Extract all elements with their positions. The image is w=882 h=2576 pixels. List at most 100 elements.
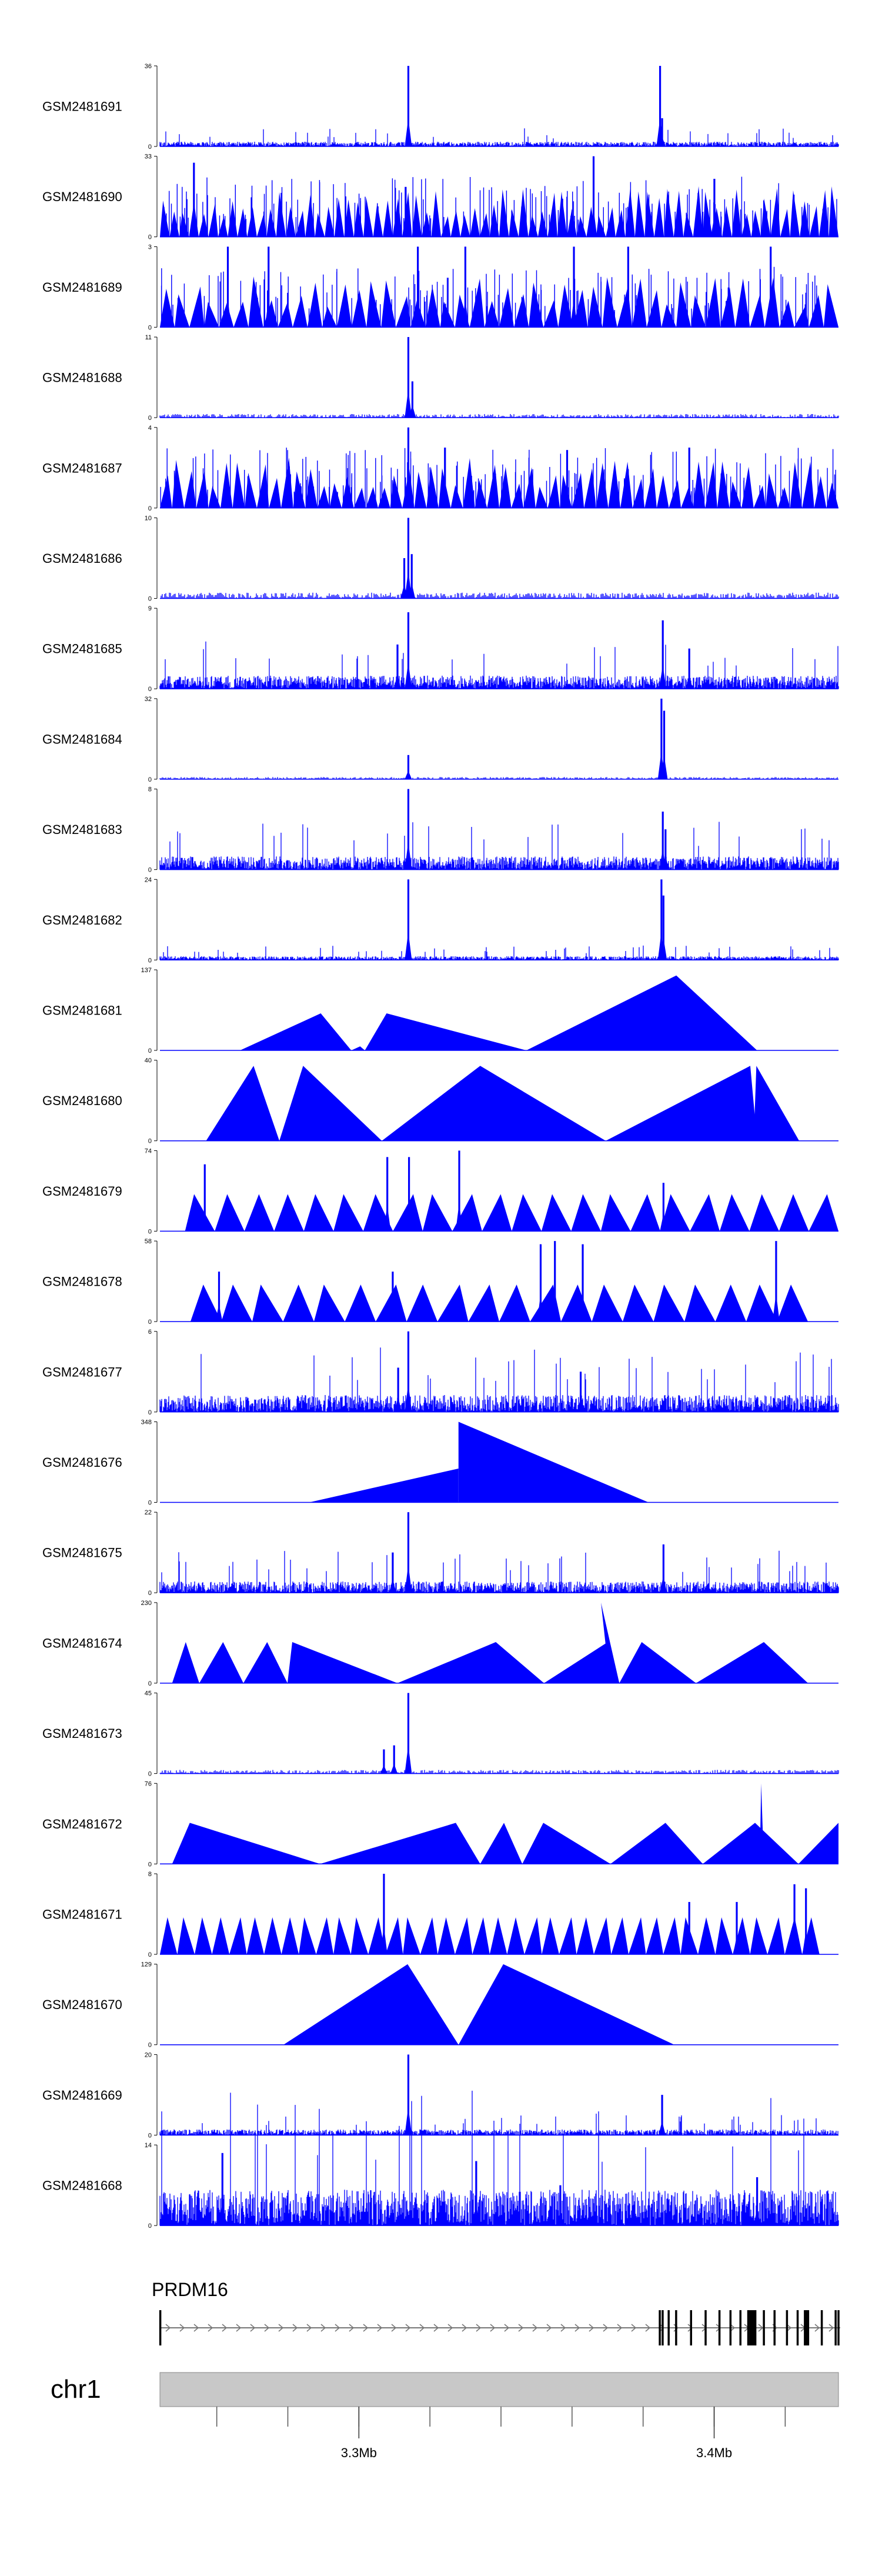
signal-triangle (541, 1194, 572, 1232)
signal-peak (661, 2094, 663, 2135)
signal-triangle (437, 1917, 455, 1954)
signal-triangle (576, 216, 587, 237)
signal-triangle (325, 206, 335, 237)
signal-peak (662, 1544, 664, 1593)
signal-peak (410, 554, 413, 599)
signal-triangle (185, 1194, 215, 1232)
signal-peak-base (395, 1396, 402, 1412)
signal-triangle (299, 1917, 316, 1954)
signal-peak (660, 698, 663, 779)
track-label: GSM2481674 (42, 1636, 122, 1650)
genomic-axis-ticks: 3.3Mb 3.4Mb (216, 2407, 786, 2460)
signal-noise (159, 2113, 838, 2135)
track-GSM2481684: GSM2481684 32 0 (42, 696, 838, 783)
signal-triangle (676, 282, 691, 328)
signal-triangle (252, 1284, 283, 1322)
signal-triangle (719, 1194, 750, 1232)
y-min-label: 0 (148, 1951, 152, 1958)
signal-triangle (606, 1066, 757, 1141)
track-label: GSM2481676 (42, 1455, 122, 1470)
strand-arrow-icon (405, 2324, 411, 2332)
signal-triangle (703, 1823, 799, 1864)
track-label: GSM2481671 (42, 1907, 122, 1922)
strand-arrow-icon (560, 2324, 566, 2332)
signal (160, 1964, 838, 2046)
track-label: GSM2481677 (42, 1364, 122, 1379)
signal-triangle (320, 1823, 480, 1864)
signal-triangle (808, 1194, 838, 1232)
signal-triangle (611, 1917, 629, 1954)
signal-triangle (542, 1917, 559, 1954)
signal-peak (660, 879, 663, 960)
exon (690, 2310, 693, 2345)
signal-triangle (184, 471, 196, 508)
signal-triangle (499, 1284, 530, 1322)
y-min-label: 0 (148, 2042, 152, 2049)
signal-triangle (571, 1194, 601, 1232)
signal-peak-base (265, 299, 272, 328)
signal-peak-base (660, 1576, 667, 1593)
signal-triangle (619, 1642, 696, 1683)
signal-peak (566, 450, 569, 508)
signal-peak-base (405, 479, 412, 508)
strand-arrow-icon (363, 2324, 369, 2332)
track-GSM2481687: GSM2481687 4 0 (42, 425, 838, 512)
signal-triangle (814, 476, 827, 508)
signal-triangle (198, 213, 209, 237)
signal-triangle (333, 1917, 351, 1954)
signal-triangle (403, 1917, 420, 1954)
track-GSM2481685: GSM2481685 9 0 (42, 605, 839, 693)
signal-peak-base (405, 1745, 412, 1774)
signal-triangle (243, 1642, 288, 1683)
signal-triangle (283, 1964, 459, 2045)
exon (729, 2310, 732, 2345)
signal-peak-base (219, 2200, 226, 2226)
signal-peak (554, 1241, 556, 1322)
signal (159, 698, 838, 780)
y-max-label: 76 (145, 1780, 152, 1787)
track-label: GSM2481685 (42, 642, 122, 656)
signal-triangle (177, 1917, 195, 1954)
strand-arrow-icon (447, 2324, 453, 2332)
signal-triangle (292, 295, 308, 328)
signal-triangle (406, 1284, 437, 1322)
signal-peak (403, 558, 406, 599)
signal-triangle (489, 1917, 507, 1954)
signal-peak-base (201, 1207, 209, 1232)
signal-triangle (663, 1917, 681, 1954)
signal-triangle (809, 206, 820, 237)
signal-triangle (269, 478, 282, 508)
signal-peak-base (400, 584, 408, 599)
signal-peak-base (390, 1763, 398, 1774)
strand-arrow-icon (377, 2324, 383, 2332)
signal-noise (159, 1347, 839, 1412)
signal-triangle (654, 198, 664, 237)
signal-triangle (363, 197, 373, 237)
axis-tick-label: 3.3Mb (341, 2445, 377, 2460)
signal-triangle (777, 1284, 808, 1322)
signal-triangle (484, 301, 499, 328)
signal-triangle (544, 1642, 620, 1683)
track-label: GSM2481684 (42, 732, 122, 746)
signal-peak (627, 246, 629, 328)
signal (160, 1783, 838, 1865)
signal-peak (193, 162, 195, 237)
track-GSM2481674: GSM2481674 230 0 (42, 1600, 838, 1687)
signal-triangle (528, 215, 538, 237)
exon (675, 2310, 677, 2345)
exon (659, 2310, 661, 2345)
y-min-label: 0 (148, 596, 152, 603)
signal-triangle (460, 215, 470, 237)
signal-triangle (382, 1066, 606, 1141)
y-min-label: 0 (148, 1771, 152, 1778)
signal-peak (756, 2177, 759, 2226)
signal-peak (592, 156, 595, 237)
strand-arrow-icon (659, 2324, 665, 2332)
strand-arrow-icon (264, 2324, 270, 2332)
signal-triangle (208, 486, 221, 508)
signal-peak (736, 1901, 738, 1954)
track-GSM2481676: GSM2481676 348 0 (42, 1419, 838, 1507)
signal-triangle (274, 1194, 304, 1232)
signal-triangle (722, 206, 732, 237)
signal-triangle (706, 278, 721, 328)
